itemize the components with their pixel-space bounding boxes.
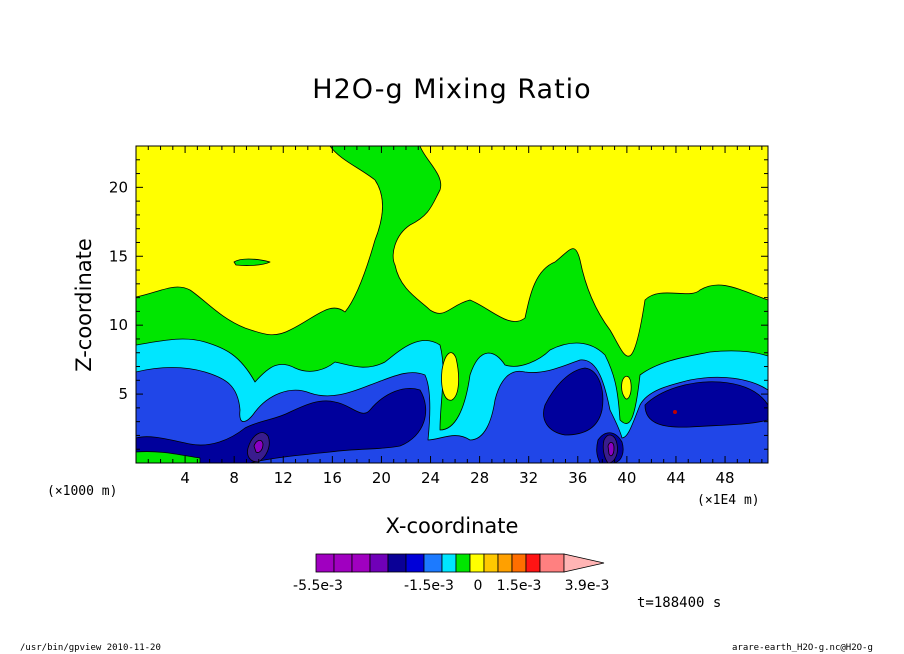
colorbar-swatch — [387, 553, 407, 573]
colorbar-swatch — [483, 553, 499, 573]
colorbar — [315, 553, 605, 573]
island-yellow-1 — [441, 352, 460, 401]
island-green-top — [233, 258, 271, 266]
colorbar-swatch — [369, 553, 389, 573]
footer-right: arare-earth_H2O-g.nc@H2O-g — [732, 643, 873, 653]
contour-purple — [253, 440, 264, 453]
x-tick-label: 24 — [421, 469, 440, 487]
x-tick-label: 36 — [568, 469, 587, 487]
time-label: t=188400 s — [637, 595, 722, 611]
x-tick-label: 32 — [519, 469, 538, 487]
colorbar-label: -1.5e-3 — [404, 578, 454, 594]
colorbar-swatch — [315, 553, 335, 573]
colorbar-swatch — [333, 553, 353, 573]
x-tick-label: 12 — [274, 469, 293, 487]
island-yellow-2 — [621, 375, 632, 400]
x-tick-label: 16 — [323, 469, 342, 487]
colorbar-swatch — [405, 553, 425, 573]
contour-purple-2 — [607, 442, 615, 457]
y-tick-label: 20 — [109, 178, 128, 196]
colorbar-label: -5.5e-3 — [293, 578, 343, 594]
axis-ticks — [136, 146, 768, 463]
colorbar-swatch — [469, 553, 485, 573]
x-tick-label: 8 — [229, 469, 239, 487]
plot-frame — [135, 145, 769, 464]
colorbar-swatch — [441, 553, 457, 573]
x-tick-label: 44 — [666, 469, 685, 487]
y-tick-label: 5 — [118, 385, 128, 403]
chart-title: H2O-g Mixing Ratio — [312, 74, 592, 105]
x-unit-right: (×1E4 m) — [697, 493, 760, 508]
contour-darkblue-east — [543, 367, 604, 436]
x-tick-label: 28 — [470, 469, 489, 487]
colorbar-swatch — [455, 553, 471, 573]
colorbar-swatch — [423, 553, 443, 573]
colorbar-swatch — [539, 553, 565, 573]
colorbar-swatch — [511, 553, 527, 573]
x-tick-label: 48 — [716, 469, 735, 487]
contour-darkblue — [136, 388, 427, 463]
colorbar-swatch — [525, 553, 541, 573]
colorbar-swatch — [351, 553, 371, 573]
contour-green-strip — [136, 451, 201, 463]
contour-darkblue-far — [644, 381, 768, 428]
y-tick-label: 10 — [109, 316, 128, 334]
colorbar-label: 3.9e-3 — [565, 578, 610, 594]
x-tick-label: 4 — [180, 469, 190, 487]
colorbar-label: 1.5e-3 — [497, 578, 542, 594]
x-tick-label: 40 — [617, 469, 636, 487]
x-unit-left: (×1000 m) — [47, 484, 118, 499]
x-tick-label: 20 — [372, 469, 391, 487]
colorbar-label: 0 — [474, 578, 483, 594]
x-axis-label: X-coordinate — [385, 514, 519, 538]
colorbar-arrow — [563, 553, 605, 573]
footer-left: /usr/bin/gpview 2010-11-20 — [20, 643, 161, 653]
y-tick-label: 15 — [109, 247, 128, 265]
colorbar-labels: -5.5e-3 -1.5e-3 0 1.5e-3 3.9e-3 — [293, 578, 609, 594]
colorbar-swatch — [497, 553, 513, 573]
red-dot — [673, 410, 677, 414]
